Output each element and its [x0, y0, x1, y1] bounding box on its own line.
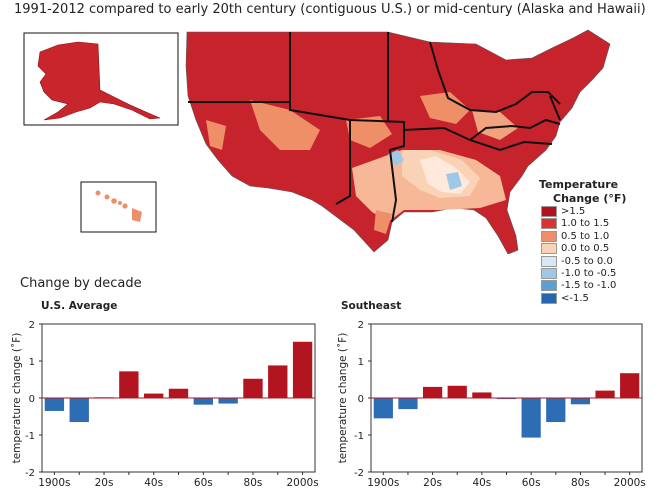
- bar: [447, 385, 467, 398]
- bar: [144, 393, 164, 398]
- legend-label: 1.0 to 1.5: [561, 218, 610, 230]
- map-legend: Temperature Change (°F) >1.5 1.0 to 1.5 0.…: [539, 178, 654, 304]
- y-tick-label: 2: [358, 320, 364, 331]
- x-tick-label: 40s: [144, 477, 163, 489]
- x-tick-label: 2000s: [286, 477, 318, 489]
- y-tick-label: -1: [25, 431, 35, 442]
- legend-label: -1.5 to -1.0: [561, 280, 617, 292]
- y-tick-label: -2: [25, 468, 35, 479]
- legend-title-line1: Temperature: [539, 178, 619, 191]
- legend-title-line2: Change (°F): [553, 192, 627, 205]
- bar: [620, 373, 640, 398]
- legend-swatch: [541, 292, 557, 304]
- bar: [422, 386, 443, 398]
- legend-swatch: [541, 255, 557, 267]
- x-tick-label: 20s: [95, 477, 114, 489]
- legend-item: 0.5 to 1.0: [541, 230, 610, 242]
- bar: [570, 398, 591, 405]
- legend-item: <-1.5: [541, 292, 589, 304]
- y-axis-label: temperature change (˚F): [337, 333, 349, 464]
- x-tick-label: 2000s: [614, 477, 646, 489]
- y-tick-label: 0: [29, 394, 35, 405]
- bar: [243, 378, 263, 398]
- hawaii-islands: [95, 190, 142, 222]
- y-tick-label: -2: [354, 468, 364, 479]
- chart-title-us-average: U.S. Average: [41, 300, 118, 312]
- legend-label: >1.5: [561, 206, 586, 217]
- alaska-shape: [37, 41, 161, 121]
- legend-swatch: [541, 218, 557, 230]
- y-tick-label: 1: [358, 357, 364, 368]
- bar: [521, 398, 541, 438]
- x-tick-label: 80s: [571, 477, 590, 489]
- legend-label: -1.0 to -0.5: [561, 268, 617, 279]
- legend-item: 1.0 to 1.5: [541, 218, 610, 230]
- bar: [496, 398, 517, 400]
- x-tick-label: 60s: [522, 477, 541, 489]
- x-tick-label: 60s: [194, 477, 213, 489]
- bar: [268, 365, 288, 398]
- legend-item: -1.5 to -1.0: [541, 280, 617, 292]
- legend-label: <-1.5: [561, 292, 589, 304]
- decade-section-heading: Change by decade: [20, 276, 142, 291]
- legend-item: -0.5 to 0.0: [541, 255, 613, 267]
- x-tick-label: 1900s: [367, 477, 399, 489]
- x-tick-label: 1900s: [38, 477, 70, 489]
- y-tick-label: 1: [29, 357, 35, 368]
- legend-item: -1.0 to -0.5: [541, 268, 616, 279]
- legend-item: 0.0 to 0.5: [541, 243, 610, 255]
- page-title: 1991-2012 compared to early 20th century…: [14, 2, 646, 17]
- y-tick-label: -1: [354, 431, 364, 442]
- y-axis-label: temperature change (˚F): [11, 333, 23, 464]
- bar: [292, 341, 313, 398]
- bar: [119, 371, 139, 398]
- legend-label: 0.0 to 0.5: [561, 243, 610, 255]
- legend-label: -0.5 to 0.0: [561, 255, 613, 267]
- x-tick-label: 20s: [423, 477, 442, 489]
- legend-swatch: [541, 206, 557, 217]
- bar: [373, 398, 393, 419]
- legend-swatch: [541, 268, 557, 279]
- contiguous-us-map: [185, 29, 611, 255]
- bar: [595, 390, 615, 398]
- x-tick-label: 80s: [244, 477, 263, 489]
- legend-swatch: [541, 280, 557, 292]
- legend-item: >1.5: [541, 206, 585, 217]
- hawaii-inset-frame: [80, 181, 157, 233]
- legend-swatch: [541, 243, 557, 255]
- bar: [546, 398, 566, 423]
- legend-label: 0.5 to 1.0: [561, 230, 610, 242]
- bar: [69, 398, 89, 423]
- y-tick-label: 0: [358, 394, 364, 405]
- bar: [44, 398, 65, 411]
- x-tick-label: 40s: [472, 477, 491, 489]
- y-tick-label: 2: [29, 320, 35, 331]
- bar: [193, 398, 213, 405]
- chart-title-southeast: Southeast: [341, 300, 402, 312]
- legend-swatch: [541, 230, 557, 242]
- temperature-change-map: [23, 29, 611, 255]
- bar: [168, 388, 189, 398]
- bar: [398, 398, 418, 410]
- bar: [218, 398, 238, 404]
- bar: [472, 392, 492, 398]
